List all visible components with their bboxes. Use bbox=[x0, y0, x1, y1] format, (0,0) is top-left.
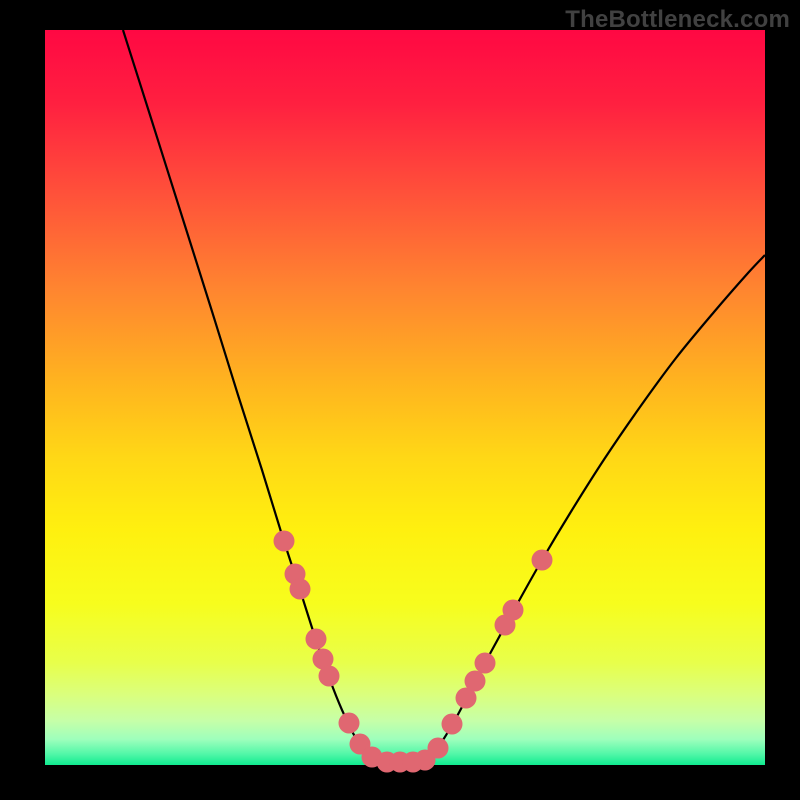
data-marker bbox=[465, 671, 486, 692]
data-marker bbox=[475, 653, 496, 674]
data-marker bbox=[339, 713, 360, 734]
data-marker bbox=[319, 666, 340, 687]
data-marker bbox=[306, 629, 327, 650]
bottleneck-chart bbox=[0, 0, 800, 800]
data-marker bbox=[274, 531, 295, 552]
data-marker bbox=[532, 550, 553, 571]
data-marker bbox=[290, 579, 311, 600]
watermark-text: TheBottleneck.com bbox=[565, 6, 790, 34]
data-marker bbox=[503, 600, 524, 621]
data-marker bbox=[428, 738, 449, 759]
plot-background bbox=[45, 30, 765, 765]
data-marker bbox=[442, 714, 463, 735]
